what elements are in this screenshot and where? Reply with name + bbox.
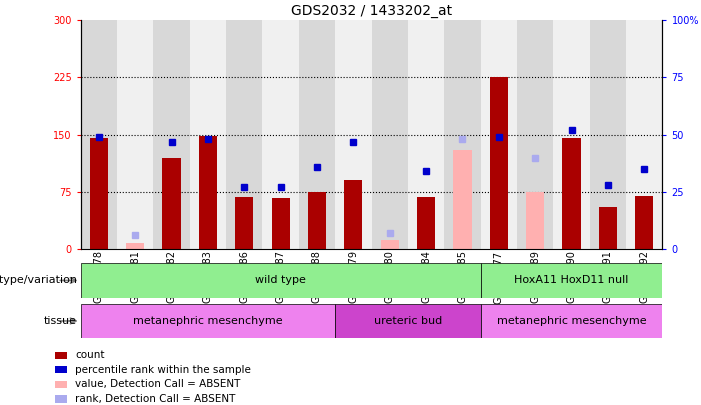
Bar xyxy=(81,20,117,249)
Bar xyxy=(226,20,262,249)
Text: genotype/variation: genotype/variation xyxy=(0,275,77,286)
Text: ureteric bud: ureteric bud xyxy=(374,316,442,326)
Bar xyxy=(526,192,544,249)
Bar xyxy=(335,20,372,249)
Bar xyxy=(154,20,190,249)
Bar xyxy=(81,263,481,298)
Bar xyxy=(81,304,335,338)
Bar xyxy=(599,207,617,249)
Bar xyxy=(55,381,67,388)
Bar xyxy=(562,139,580,249)
Bar xyxy=(190,20,226,249)
Text: value, Detection Call = ABSENT: value, Detection Call = ABSENT xyxy=(75,379,240,389)
Bar xyxy=(55,395,67,403)
Bar xyxy=(481,263,662,298)
Bar xyxy=(481,20,517,249)
Text: rank, Detection Call = ABSENT: rank, Detection Call = ABSENT xyxy=(75,394,236,404)
Bar xyxy=(55,352,67,359)
Bar xyxy=(235,197,253,249)
Bar xyxy=(90,139,108,249)
Bar xyxy=(199,136,217,249)
Bar xyxy=(517,20,553,249)
Bar xyxy=(553,20,590,249)
Bar xyxy=(635,196,653,249)
Text: tissue: tissue xyxy=(44,316,77,326)
Text: HoxA11 HoxD11 null: HoxA11 HoxD11 null xyxy=(515,275,629,286)
Bar xyxy=(271,198,290,249)
Bar xyxy=(55,366,67,373)
Bar xyxy=(417,197,435,249)
Bar xyxy=(117,20,154,249)
Bar xyxy=(262,20,299,249)
Bar xyxy=(444,20,481,249)
Bar xyxy=(308,192,326,249)
Title: GDS2032 / 1433202_at: GDS2032 / 1433202_at xyxy=(291,4,452,18)
Text: metanephric mesenchyme: metanephric mesenchyme xyxy=(497,316,646,326)
Text: percentile rank within the sample: percentile rank within the sample xyxy=(75,365,251,375)
Bar xyxy=(490,77,508,249)
Text: metanephric mesenchyme: metanephric mesenchyme xyxy=(133,316,283,326)
Bar xyxy=(163,158,181,249)
Bar xyxy=(381,240,399,249)
Bar xyxy=(626,20,662,249)
Bar xyxy=(335,304,481,338)
Bar xyxy=(454,150,472,249)
Bar xyxy=(481,304,662,338)
Bar xyxy=(408,20,444,249)
Bar xyxy=(299,20,335,249)
Bar xyxy=(590,20,626,249)
Bar xyxy=(372,20,408,249)
Bar xyxy=(126,243,144,249)
Bar xyxy=(344,181,362,249)
Text: wild type: wild type xyxy=(255,275,306,286)
Text: count: count xyxy=(75,350,104,360)
